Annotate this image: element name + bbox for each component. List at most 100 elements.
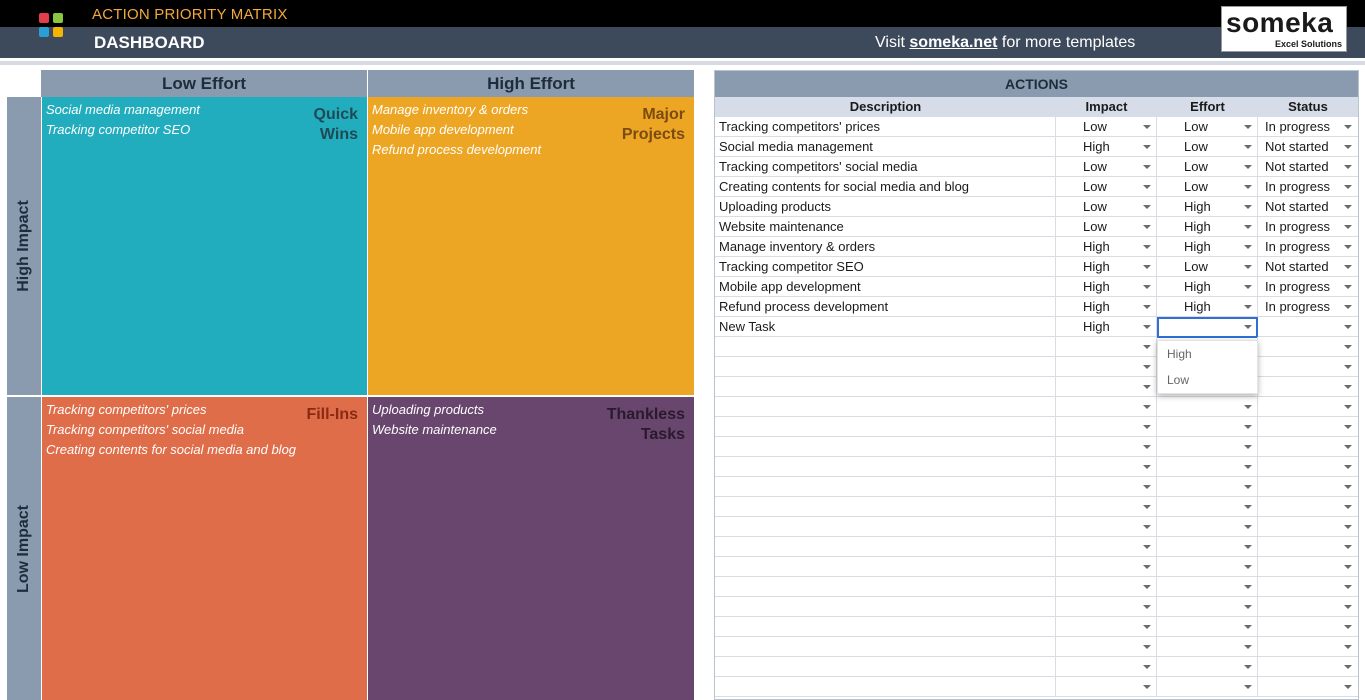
status-cell[interactable]	[1258, 337, 1358, 357]
dropdown-arrow-icon[interactable]	[1344, 205, 1352, 209]
effort-cell[interactable]	[1157, 437, 1258, 457]
dropdown-arrow-icon[interactable]	[1244, 605, 1252, 609]
description-cell[interactable]: Manage inventory & orders	[715, 237, 1056, 257]
effort-cell[interactable]	[1157, 617, 1258, 637]
status-cell[interactable]: In progress	[1265, 219, 1331, 234]
dropdown-arrow-icon[interactable]	[1244, 505, 1252, 509]
dropdown-arrow-icon[interactable]	[1344, 385, 1352, 389]
impact-cell[interactable]: Low	[1056, 217, 1157, 237]
effort-cell[interactable]: High	[1157, 237, 1258, 257]
impact-cell[interactable]: Low	[1056, 157, 1157, 177]
dropdown-arrow-icon[interactable]	[1344, 585, 1352, 589]
dropdown-arrow-icon[interactable]	[1344, 525, 1352, 529]
impact-cell[interactable]	[1056, 677, 1157, 697]
active-effort-cell[interactable]	[1157, 317, 1258, 338]
status-cell[interactable]: In progress	[1265, 239, 1331, 254]
dropdown-arrow-icon[interactable]	[1143, 225, 1151, 229]
effort-cell[interactable]	[1157, 537, 1258, 557]
dropdown-arrow-icon[interactable]	[1244, 485, 1252, 489]
status-cell[interactable]	[1258, 537, 1358, 557]
dropdown-arrow-icon[interactable]	[1344, 445, 1352, 449]
description-cell[interactable]	[715, 597, 1056, 617]
description-cell[interactable]: Refund process development	[715, 297, 1056, 317]
impact-cell[interactable]	[1056, 597, 1157, 617]
impact-cell[interactable]	[1056, 657, 1157, 677]
status-cell[interactable]	[1258, 417, 1358, 437]
effort-cell[interactable]	[1157, 457, 1258, 477]
dropdown-arrow-icon[interactable]	[1344, 565, 1352, 569]
dropdown-arrow-icon[interactable]	[1143, 465, 1151, 469]
effort-cell[interactable]	[1157, 517, 1258, 537]
dropdown-arrow-icon[interactable]	[1244, 145, 1252, 149]
dropdown-arrow-icon[interactable]	[1344, 685, 1352, 689]
dropdown-arrow-icon[interactable]	[1344, 465, 1352, 469]
effort-cell[interactable]	[1157, 577, 1258, 597]
status-cell[interactable]	[1258, 497, 1358, 517]
dropdown-arrow-icon[interactable]	[1344, 545, 1352, 549]
description-cell[interactable]	[715, 537, 1056, 557]
dropdown-arrow-icon[interactable]	[1344, 305, 1352, 309]
description-cell[interactable]	[715, 337, 1056, 357]
dropdown-arrow-icon[interactable]	[1244, 445, 1252, 449]
dropdown-arrow-icon[interactable]	[1344, 145, 1352, 149]
status-cell[interactable]	[1258, 557, 1358, 577]
status-cell[interactable]	[1258, 477, 1358, 497]
dropdown-arrow-icon[interactable]	[1143, 545, 1151, 549]
dropdown-arrow-icon[interactable]	[1244, 305, 1252, 309]
status-cell[interactable]	[1258, 657, 1358, 677]
dropdown-arrow-icon[interactable]	[1143, 365, 1151, 369]
impact-cell[interactable]	[1056, 357, 1157, 377]
dropdown-arrow-icon[interactable]	[1244, 205, 1252, 209]
status-cell[interactable]	[1258, 437, 1358, 457]
impact-cell[interactable]	[1056, 437, 1157, 457]
description-cell[interactable]	[715, 477, 1056, 497]
dropdown-arrow-icon[interactable]	[1244, 125, 1252, 129]
dropdown-arrow-icon[interactable]	[1143, 185, 1151, 189]
dropdown-arrow-icon[interactable]	[1143, 425, 1151, 429]
dropdown-arrow-icon[interactable]	[1344, 665, 1352, 669]
dropdown-arrow-icon[interactable]	[1244, 625, 1252, 629]
description-cell[interactable]: New Task	[715, 317, 1056, 337]
impact-cell[interactable]	[1056, 417, 1157, 437]
description-cell[interactable]	[715, 657, 1056, 677]
effort-cell[interactable]: Low	[1157, 157, 1258, 177]
impact-cell[interactable]	[1056, 577, 1157, 597]
dropdown-arrow-icon[interactable]	[1143, 265, 1151, 269]
status-cell[interactable]: Not started	[1265, 139, 1329, 154]
impact-cell[interactable]: Low	[1056, 117, 1157, 137]
dropdown-arrow-icon[interactable]	[1244, 585, 1252, 589]
description-cell[interactable]	[715, 397, 1056, 417]
status-cell[interactable]: In progress	[1265, 279, 1331, 294]
effort-cell[interactable]	[1157, 557, 1258, 577]
impact-cell[interactable]	[1056, 477, 1157, 497]
effort-cell[interactable]: Low	[1157, 257, 1258, 277]
description-cell[interactable]	[715, 497, 1056, 517]
impact-cell[interactable]	[1056, 557, 1157, 577]
status-cell[interactable]	[1258, 637, 1358, 657]
effort-cell[interactable]: High	[1157, 197, 1258, 217]
dropdown-arrow-icon[interactable]	[1244, 285, 1252, 289]
dropdown-arrow-icon[interactable]	[1143, 625, 1151, 629]
status-cell[interactable]	[1258, 577, 1358, 597]
impact-cell[interactable]	[1056, 497, 1157, 517]
dropdown-arrow-icon[interactable]	[1143, 325, 1151, 329]
effort-cell[interactable]: Low	[1157, 117, 1258, 137]
status-cell[interactable]: In progress	[1265, 119, 1331, 134]
description-cell[interactable]	[715, 457, 1056, 477]
dropdown-arrow-icon[interactable]	[1244, 465, 1252, 469]
dropdown-arrow-icon[interactable]	[1143, 445, 1151, 449]
description-cell[interactable]	[715, 417, 1056, 437]
effort-cell[interactable]	[1157, 417, 1258, 437]
dropdown-arrow-icon[interactable]	[1143, 285, 1151, 289]
status-cell[interactable]	[1258, 597, 1358, 617]
effort-cell[interactable]: High	[1157, 297, 1258, 317]
status-cell[interactable]	[1258, 457, 1358, 477]
effort-cell[interactable]	[1157, 497, 1258, 517]
dropdown-arrow-icon[interactable]	[1344, 165, 1352, 169]
impact-cell[interactable]: High	[1056, 317, 1157, 337]
dropdown-arrow-icon[interactable]	[1143, 685, 1151, 689]
description-cell[interactable]	[715, 677, 1056, 697]
status-cell[interactable]	[1258, 677, 1358, 697]
dropdown-arrow-icon[interactable]	[1143, 505, 1151, 509]
description-cell[interactable]	[715, 577, 1056, 597]
